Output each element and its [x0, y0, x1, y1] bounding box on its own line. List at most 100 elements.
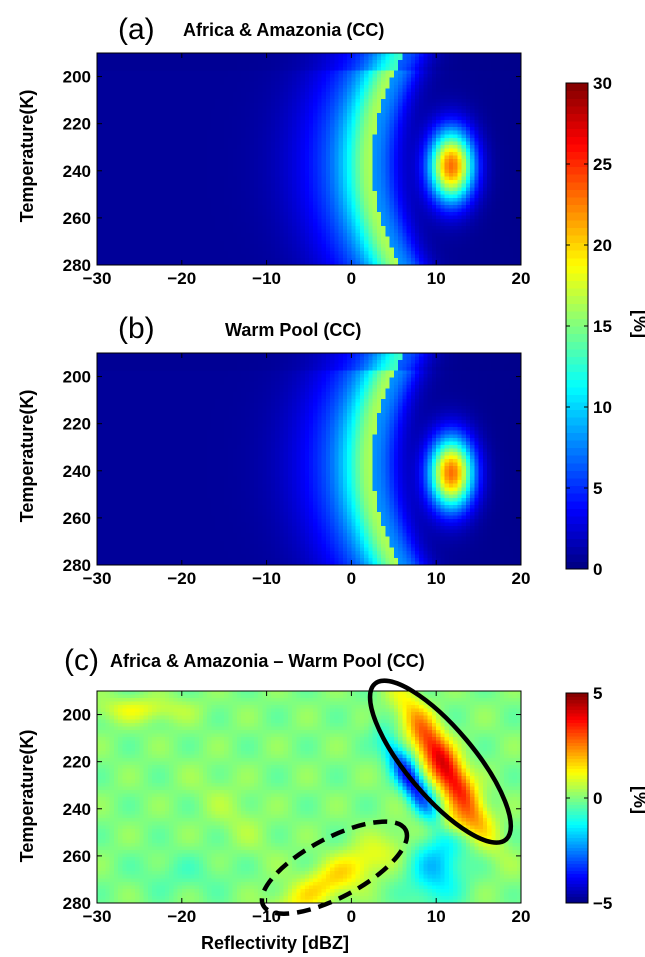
- heatmap-cell: [487, 194, 492, 199]
- heatmap-cell: [389, 166, 395, 171]
- heatmap-cell: [139, 212, 145, 217]
- heatmap-cell: [126, 70, 132, 75]
- heatmap-cell: [516, 219, 522, 224]
- heatmap-cell: [317, 130, 323, 135]
- heatmap-cell: [351, 204, 357, 210]
- heatmap-cell: [224, 183, 230, 188]
- heatmap-cell: [266, 102, 272, 107]
- heatmap-cell: [122, 53, 128, 58]
- heatmap-cell: [398, 53, 403, 58]
- heatmap-cell: [478, 81, 484, 86]
- heatmap-cell: [262, 219, 268, 224]
- heatmap-cell: [152, 194, 157, 199]
- heatmap-cell: [232, 183, 238, 188]
- heatmap-cell: [457, 56, 463, 61]
- heatmap-cell: [508, 159, 514, 164]
- heatmap-cell: [164, 74, 170, 79]
- heatmap-cell: [207, 81, 213, 86]
- heatmap-cell: [499, 60, 505, 65]
- heatmap-cell: [135, 134, 140, 139]
- heatmap-cell: [410, 120, 416, 125]
- heatmap-cell: [232, 53, 238, 58]
- heatmap-cell: [321, 53, 327, 58]
- heatmap-cell: [487, 222, 492, 227]
- heatmap-cell: [241, 141, 246, 146]
- heatmap-cell: [113, 109, 119, 114]
- heatmap-cell: [381, 113, 386, 118]
- heatmap-cell: [359, 148, 365, 153]
- heatmap-cell: [135, 219, 140, 224]
- heatmap-cell: [508, 162, 514, 167]
- heatmap-cell: [368, 141, 374, 146]
- heatmap-cell: [448, 53, 454, 58]
- heatmap-cell: [491, 91, 497, 96]
- heatmap-cell: [224, 88, 230, 93]
- heatmap-cell: [457, 53, 463, 58]
- heatmap-cell: [169, 141, 174, 146]
- heatmap-cell: [313, 56, 319, 61]
- heatmap-cell: [398, 67, 403, 72]
- heatmap-cell: [470, 176, 475, 181]
- heatmap-cell: [139, 116, 145, 121]
- heatmap-cell: [258, 194, 263, 199]
- heatmap-cell: [512, 70, 518, 75]
- heatmap-cell: [453, 88, 458, 93]
- heatmap-cell: [427, 74, 433, 79]
- heatmap-cell: [385, 95, 391, 100]
- heatmap-cell: [249, 148, 255, 153]
- heatmap-cell: [457, 162, 463, 167]
- heatmap-cell: [160, 70, 166, 75]
- heatmap-cell: [304, 60, 310, 65]
- heatmap-cell: [266, 194, 272, 199]
- heatmap-cell: [313, 166, 319, 171]
- heatmap-cell: [249, 81, 255, 86]
- heatmap-cell: [351, 176, 357, 181]
- heatmap-cell: [164, 204, 170, 210]
- heatmap-cell: [487, 109, 492, 114]
- heatmap-cell: [232, 194, 238, 199]
- heatmap-cell: [245, 148, 251, 153]
- heatmap-cell: [292, 130, 297, 135]
- heatmap-cell: [177, 53, 183, 58]
- heatmap-cell: [203, 215, 208, 220]
- heatmap-cell: [453, 74, 458, 79]
- heatmap-cell: [249, 102, 255, 107]
- heatmap-cell: [338, 120, 344, 125]
- heatmap-cell: [504, 67, 509, 72]
- heatmap-cell: [427, 204, 433, 210]
- heatmap-cell: [334, 183, 340, 188]
- heatmap-cell: [126, 194, 132, 199]
- heatmap-cell: [355, 134, 361, 139]
- heatmap-cell: [139, 91, 145, 96]
- heatmap-cell: [499, 215, 505, 220]
- heatmap-cell: [224, 222, 230, 227]
- heatmap-cell: [313, 226, 319, 231]
- heatmap-cell: [232, 63, 238, 68]
- heatmap-cell: [169, 113, 174, 118]
- heatmap-cell: [470, 204, 475, 210]
- heatmap-cell: [516, 222, 522, 227]
- heatmap-cell: [296, 159, 302, 164]
- heatmap-cell: [300, 91, 306, 96]
- heatmap-cell: [491, 180, 497, 185]
- heatmap-cell: [516, 176, 522, 181]
- heatmap-cell: [118, 162, 124, 167]
- heatmap-cell: [516, 67, 522, 72]
- heatmap-cell: [321, 190, 327, 195]
- heatmap-cell: [173, 134, 179, 139]
- heatmap-cell: [381, 91, 386, 96]
- heatmap-cell: [436, 155, 442, 160]
- heatmap-cell: [215, 95, 221, 100]
- heatmap-cell: [342, 91, 348, 96]
- heatmap-cell: [415, 176, 420, 181]
- heatmap-cell: [330, 63, 336, 68]
- heatmap-cell: [147, 215, 153, 220]
- heatmap-cell: [317, 187, 323, 192]
- heatmap-cell: [156, 208, 162, 213]
- heatmap-cell: [381, 169, 386, 174]
- heatmap-cell: [270, 84, 276, 89]
- heatmap-cell: [415, 166, 420, 171]
- heatmap-cell: [207, 204, 213, 210]
- heatmap-cell: [364, 155, 369, 160]
- heatmap-cell: [368, 60, 374, 65]
